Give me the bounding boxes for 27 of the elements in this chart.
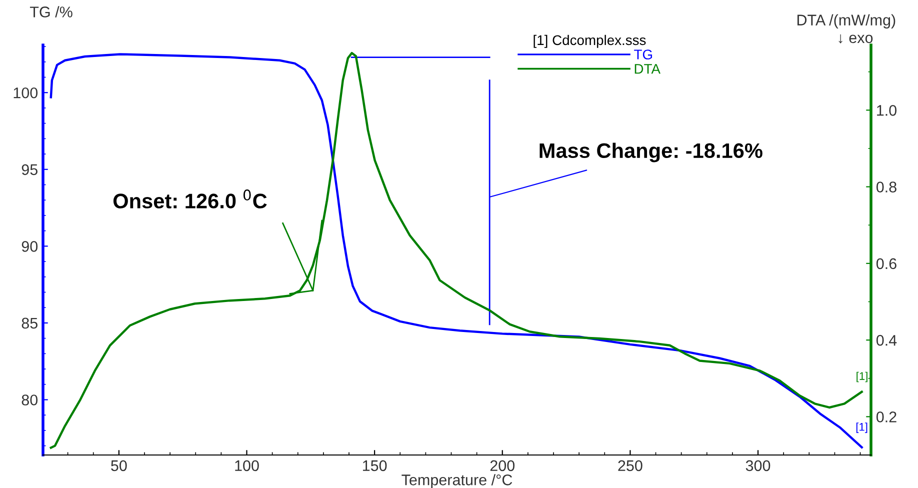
x-axis-title: Temperature /°C xyxy=(402,474,512,488)
y-tick-label: 100 xyxy=(14,87,38,98)
text: TG xyxy=(634,50,652,60)
y2-tick-label: 1.0 xyxy=(877,105,896,116)
y-tick-label: 95 xyxy=(22,164,38,176)
x-tick-label: 150 xyxy=(362,460,387,472)
x-tick-label: 300 xyxy=(746,460,770,472)
y2-tick-label: 0.6 xyxy=(876,258,896,270)
x-tick-label: 200 xyxy=(490,460,515,472)
y2-tick-label: 0.4 xyxy=(876,334,897,346)
y-tick-label: 85 xyxy=(22,318,38,329)
x-tick-label: 250 xyxy=(618,460,642,472)
text: ↓ exo xyxy=(838,34,873,44)
y2-tick-label: 0.2 xyxy=(876,412,896,422)
annotation: [1] xyxy=(856,372,868,382)
text: DTA xyxy=(634,64,660,74)
x-tick-label: 50 xyxy=(111,460,127,472)
legend-title: [1] Cdcomplex.sss xyxy=(534,34,646,48)
y-tick-label: 90 xyxy=(22,241,38,252)
annotation: Mass Change: -18.16% xyxy=(540,142,762,162)
x-tick-label: 100 xyxy=(235,460,259,472)
y2-tick-label: 0.8 xyxy=(876,182,896,192)
annotation: Onset: 126.0 $^{0}$C xyxy=(113,189,267,208)
annotation: [1] xyxy=(856,422,868,433)
y2-axis-title: DTA /(mW/mg) xyxy=(797,14,896,28)
y-tick-label: 80 xyxy=(22,394,38,406)
y-axis-title: TG /% xyxy=(30,6,72,18)
